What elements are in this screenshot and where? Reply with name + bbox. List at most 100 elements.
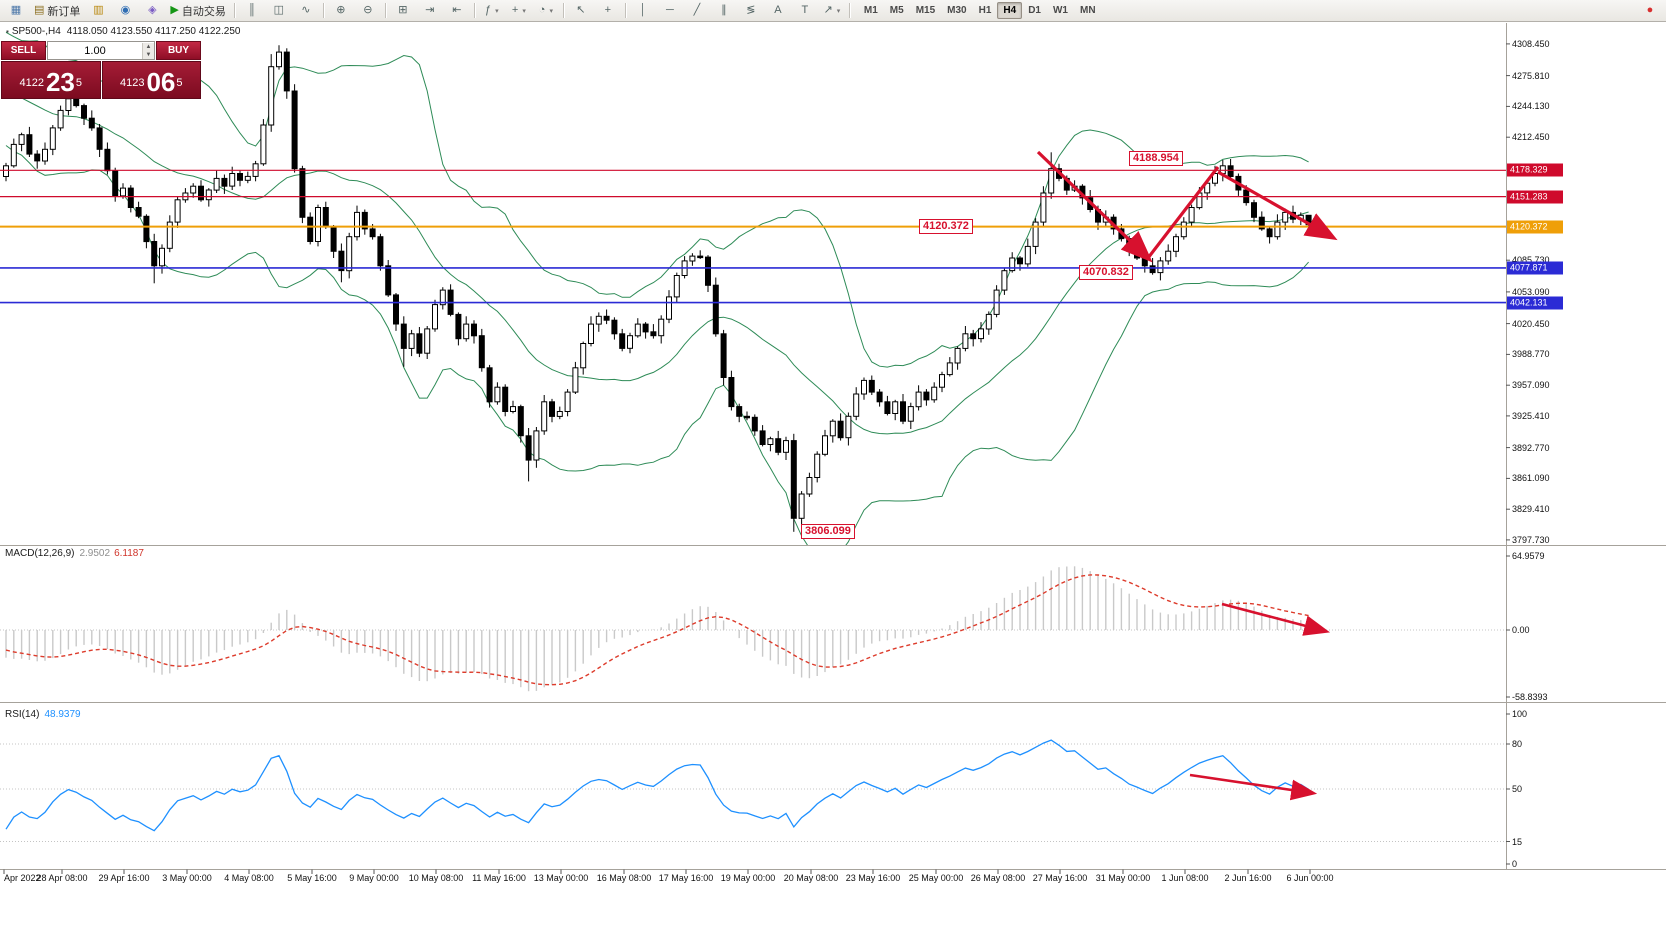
- zoom-in-icon[interactable]: ⊕: [328, 1, 354, 21]
- buy-price-big: 06: [146, 67, 176, 97]
- tile-windows-icon[interactable]: ⊞: [390, 1, 416, 21]
- zoom-in-icon-glyph: ⊕: [336, 4, 346, 16]
- periods-icon[interactable]: ◔ ▾: [533, 1, 559, 21]
- bar-chart-icon[interactable]: ║: [239, 1, 265, 21]
- rsi-value: 48.9379: [44, 709, 81, 720]
- new-order-button[interactable]: ▤ 新订单: [30, 1, 84, 21]
- timeframe-h4[interactable]: H4: [997, 2, 1023, 19]
- app-icon[interactable]: ▦: [3, 1, 29, 21]
- data-window-icon[interactable]: ◈: [139, 1, 165, 21]
- sell-price-big: 23: [45, 67, 75, 97]
- one-click-trading-panel: SELL 1.00 ▲ ▼ BUY 4122 23 5 4123 06 5: [1, 41, 201, 99]
- sell-button[interactable]: SELL: [1, 41, 46, 60]
- community-glyph: ●: [1646, 4, 1654, 16]
- macd-name: MACD(12,26,9): [5, 548, 75, 559]
- caret-icon: ▾: [836, 7, 841, 15]
- periods-icon-glyph: ◔: [538, 4, 546, 16]
- chart-shift-icon[interactable]: ⇤: [444, 1, 470, 21]
- indicators-icon[interactable]: ƒ ▾: [479, 1, 505, 21]
- caret-icon: ▾: [495, 7, 499, 15]
- buy-price-button[interactable]: 4123 06 5: [101, 61, 201, 99]
- channel-icon-glyph: ∥: [721, 4, 727, 16]
- autotrading-button-label: 自动交易: [181, 5, 226, 18]
- macd-indicator-label: MACD(12,26,9) 2.9502 6.1187: [5, 548, 144, 559]
- line-chart-icon[interactable]: ∿: [293, 1, 319, 21]
- chart-shift-icon-glyph: ⇤: [452, 4, 462, 16]
- fibonacci-icon-glyph: ≶: [746, 4, 756, 16]
- bar-chart-icon-glyph: ║: [247, 4, 256, 16]
- toolbar-separator: [233, 3, 235, 18]
- toolbar-separator: [848, 3, 850, 18]
- chart-title: ▪ SP500-,H4 4118.050 4123.550 4117.250 412…: [6, 26, 240, 37]
- timeframe-d1[interactable]: D1: [1028, 5, 1041, 16]
- shapes-icon[interactable]: ↗ ▾: [819, 1, 845, 21]
- trendline-icon[interactable]: ╱: [684, 1, 710, 21]
- cursor-icon[interactable]: ↖: [568, 1, 594, 21]
- autotrading-button[interactable]: ▶ 自动交易: [166, 1, 229, 21]
- order-controls-row: SELL 1.00 ▲ ▼ BUY: [1, 41, 201, 60]
- crosshair-icon-glyph: +: [604, 4, 612, 16]
- volume-down-button[interactable]: ▼: [143, 50, 154, 59]
- market-watch-icon[interactable]: ◉: [112, 1, 138, 21]
- volume-up-button[interactable]: ▲: [143, 42, 154, 51]
- time-axis[interactable]: [0, 869, 1506, 890]
- vertical-line-icon[interactable]: │: [630, 1, 656, 21]
- autotrading-glyph: ▶: [170, 4, 179, 16]
- zoom-out-icon-glyph: ⊖: [363, 4, 373, 16]
- volume-value: 1.00: [84, 44, 106, 57]
- chart-symbol-period: SP500-,H4: [11, 26, 61, 37]
- cursor-icon-glyph: ↖: [576, 4, 586, 16]
- buy-price-sup: 5: [176, 77, 183, 89]
- chart-profiles-icon[interactable]: ▥: [85, 1, 111, 21]
- toolbar-separator: [562, 3, 564, 18]
- indicators-icon-glyph: ƒ: [485, 4, 492, 16]
- add-indicator-icon[interactable]: + ▾: [506, 1, 532, 21]
- timeframe-mn[interactable]: MN: [1079, 5, 1096, 16]
- horizontal-line-icon[interactable]: ─: [657, 1, 683, 21]
- rsi-indicator-label: RSI(14) 48.9379: [5, 709, 81, 720]
- chart-ohlc-values: 4118.050 4123.550 4117.250 4122.250: [66, 26, 241, 37]
- toolbar-separator: [624, 3, 626, 18]
- auto-scroll-icon[interactable]: ⇥: [417, 1, 443, 21]
- data-window-icon-glyph: ◈: [148, 4, 157, 16]
- channel-icon[interactable]: ∥: [711, 1, 737, 21]
- timeframe-m5[interactable]: M5: [889, 5, 904, 16]
- horizontal-line-icon-glyph: ─: [665, 4, 674, 16]
- volume-field[interactable]: 1.00 ▲ ▼: [47, 41, 155, 60]
- candlestick-chart-icon[interactable]: ◫: [266, 1, 292, 21]
- price-axis[interactable]: [1506, 23, 1666, 869]
- toolbar-separator: [322, 3, 324, 18]
- zoom-out-icon[interactable]: ⊖: [355, 1, 381, 21]
- sell-price-prefix: 4122: [19, 77, 44, 89]
- buy-button[interactable]: BUY: [156, 41, 201, 60]
- toolbar-separator: [473, 3, 475, 18]
- shapes-icon-glyph: ↗: [823, 4, 833, 16]
- timeframe-m15[interactable]: M15: [915, 5, 936, 16]
- chart-profiles-icon-glyph: ▥: [93, 4, 104, 16]
- label-icon-glyph: T: [801, 4, 809, 16]
- line-chart-icon-glyph: ∿: [301, 4, 311, 16]
- vertical-line-icon-glyph: │: [639, 4, 647, 16]
- label-icon[interactable]: T: [792, 1, 818, 21]
- timeframe-m1[interactable]: M1: [863, 5, 878, 16]
- new-order-glyph: ▤: [34, 4, 45, 16]
- trendline-icon-glyph: ╱: [693, 4, 701, 16]
- text-icon[interactable]: A: [765, 1, 791, 21]
- chart-bullet-icon: ▪: [6, 27, 9, 36]
- fibonacci-icon[interactable]: ≶: [738, 1, 764, 21]
- sell-price-button[interactable]: 4122 23 5: [1, 61, 101, 99]
- timeframe-h1[interactable]: H1: [978, 5, 992, 16]
- buy-price-prefix: 4123: [119, 77, 145, 89]
- timeframe-w1[interactable]: W1: [1052, 5, 1068, 16]
- crosshair-icon[interactable]: +: [595, 1, 621, 21]
- macd-signal-value: 6.1187: [114, 548, 144, 559]
- caret-icon: ▾: [522, 7, 526, 15]
- macd-main-value: 2.9502: [79, 548, 111, 559]
- community-icon[interactable]: ●: [1637, 1, 1663, 21]
- add-indicator-icon-glyph: +: [511, 4, 519, 16]
- timeframe-m30[interactable]: M30: [947, 5, 967, 16]
- tile-windows-icon-glyph: ⊞: [398, 4, 408, 16]
- order-prices-row: 4122 23 5 4123 06 5: [1, 61, 201, 99]
